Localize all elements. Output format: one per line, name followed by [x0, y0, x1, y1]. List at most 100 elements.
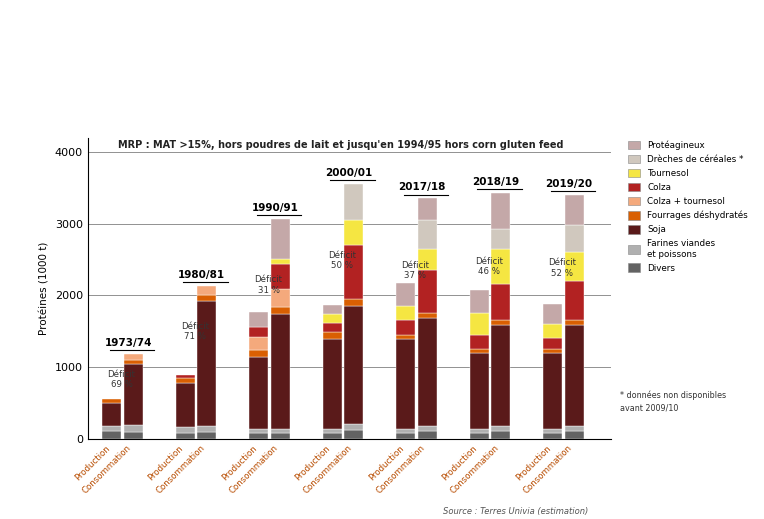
Text: 2019/20: 2019/20 — [545, 179, 593, 189]
Bar — [543, 433, 562, 439]
Bar — [470, 349, 489, 353]
Bar — [322, 305, 342, 314]
Bar — [565, 325, 584, 426]
Bar — [418, 220, 437, 249]
Bar — [124, 354, 143, 360]
Bar — [396, 306, 416, 320]
Bar — [249, 357, 268, 429]
Bar — [396, 429, 416, 433]
Bar — [396, 335, 416, 339]
Bar — [124, 425, 143, 432]
Bar — [322, 339, 342, 429]
Bar — [565, 426, 584, 431]
Text: Évolution des bilans des principales Matières Riches en Protéines: Évolution des bilans des principales Mat… — [132, 35, 676, 53]
Bar — [565, 225, 584, 252]
Bar — [176, 375, 195, 378]
Bar — [418, 431, 437, 439]
Bar — [565, 281, 584, 320]
Bar — [491, 431, 510, 439]
Bar — [197, 286, 216, 295]
Bar — [176, 383, 195, 427]
Bar — [344, 245, 363, 299]
Bar — [344, 220, 363, 245]
Bar — [270, 433, 290, 439]
Bar — [418, 270, 437, 313]
Text: MRP : MAT >15%, hors poudres de lait et jusqu'en 1994/95 hors corn gluten feed: MRP : MAT >15%, hors poudres de lait et … — [118, 140, 564, 150]
Bar — [470, 290, 489, 313]
Text: Déficit
31 %: Déficit 31 % — [254, 276, 283, 295]
Bar — [491, 284, 510, 320]
Bar — [396, 339, 416, 429]
Bar — [543, 304, 562, 324]
Bar — [197, 301, 216, 427]
Bar — [543, 338, 562, 349]
Bar — [249, 327, 268, 337]
Bar — [102, 426, 121, 431]
Bar — [249, 429, 268, 433]
Bar — [491, 193, 510, 228]
Bar — [543, 349, 562, 353]
Bar — [565, 431, 584, 439]
Bar — [176, 378, 195, 383]
Text: Déficit
52 %: Déficit 52 % — [549, 258, 577, 278]
Text: * données non disponibles
avant 2009/10: * données non disponibles avant 2009/10 — [620, 391, 727, 412]
Text: 2017/18: 2017/18 — [399, 182, 446, 193]
Bar — [470, 433, 489, 439]
Bar — [197, 432, 216, 439]
Bar — [249, 312, 268, 327]
Bar — [491, 320, 510, 325]
Bar — [124, 364, 143, 425]
Bar — [418, 313, 437, 318]
Bar — [270, 307, 290, 314]
Bar — [270, 314, 290, 429]
Bar — [344, 306, 363, 424]
Bar — [322, 429, 342, 433]
Bar — [418, 318, 437, 426]
Bar — [270, 264, 290, 290]
Bar — [197, 427, 216, 432]
Bar — [197, 295, 216, 301]
Bar — [344, 430, 363, 439]
Bar — [418, 198, 437, 220]
Bar — [344, 184, 363, 220]
Text: Déficit
46 %: Déficit 46 % — [475, 257, 503, 276]
Bar — [470, 313, 489, 335]
Bar — [322, 433, 342, 439]
Bar — [270, 429, 290, 433]
Text: FRANCE: FRANCE — [15, 49, 103, 68]
Bar — [491, 325, 510, 426]
Bar — [124, 360, 143, 364]
Bar — [176, 427, 195, 433]
Bar — [543, 353, 562, 429]
Bar — [249, 350, 268, 357]
Text: Source : Terres Univia (estimation): Source : Terres Univia (estimation) — [443, 507, 588, 516]
Text: 1980/81: 1980/81 — [178, 270, 225, 280]
Text: 2018/19: 2018/19 — [472, 176, 520, 187]
Text: Déficit
69 %: Déficit 69 % — [108, 370, 135, 389]
Bar — [543, 324, 562, 338]
Text: Déficit
37 %: Déficit 37 % — [402, 261, 429, 280]
Bar — [270, 290, 290, 307]
Text: 1990/91: 1990/91 — [252, 203, 299, 213]
Bar — [565, 252, 584, 281]
Bar — [470, 335, 489, 349]
Text: Déficit
50 %: Déficit 50 % — [328, 251, 356, 270]
Y-axis label: Protéines (1000 t): Protéines (1000 t) — [39, 241, 50, 335]
Bar — [249, 337, 268, 350]
Bar — [102, 399, 121, 403]
Bar — [543, 429, 562, 433]
Bar — [565, 195, 584, 225]
Bar — [491, 249, 510, 284]
Bar — [249, 433, 268, 439]
Bar — [396, 433, 416, 439]
Bar — [322, 323, 342, 332]
Bar — [491, 426, 510, 431]
Bar — [565, 320, 584, 325]
Legend: Protéagineux, Drèches de céréales *, Tournesol, Colza, Colza + tournesol, Fourra: Protéagineux, Drèches de céréales *, Tou… — [626, 139, 749, 275]
Bar — [396, 320, 416, 335]
Bar — [491, 228, 510, 249]
Bar — [344, 424, 363, 430]
Bar — [322, 332, 342, 339]
Text: Déficit
71 %: Déficit 71 % — [181, 322, 209, 342]
Bar — [418, 426, 437, 431]
